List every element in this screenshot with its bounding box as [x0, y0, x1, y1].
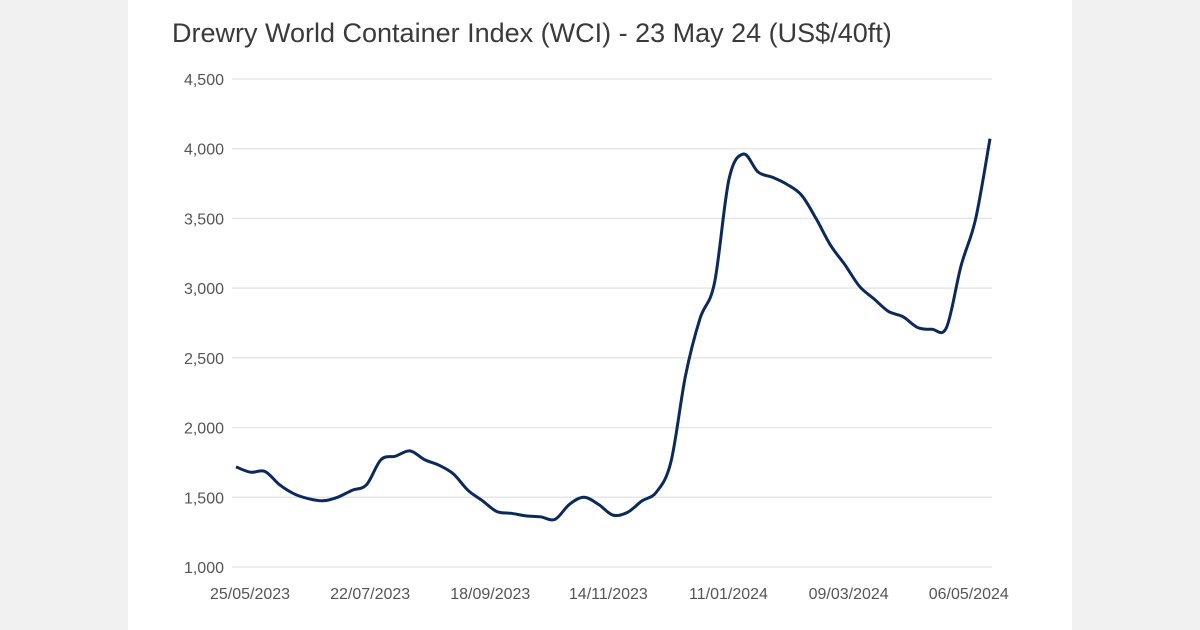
x-tick-label: 22/07/2023 [330, 586, 410, 603]
y-tick-label: 4,000 [184, 142, 224, 159]
y-tick-label: 3,500 [184, 211, 224, 228]
x-axis-ticks: 25/05/2023 22/07/2023 18/09/2023 14/11/2023… [210, 586, 1009, 603]
wci-line [235, 138, 992, 522]
chart-title: Drewry World Container Index (WCI) - 23 … [172, 18, 892, 48]
y-tick-label: 4,500 [184, 72, 224, 89]
y-axis-ticks: 1,000 1,500 2,000 2,500 3,000 3,500 4,000 4,500 [184, 72, 224, 577]
x-tick-label: 11/01/2024 [689, 586, 768, 603]
x-tick-label: 18/09/2023 [450, 586, 530, 603]
y-tick-label: 2,500 [184, 351, 224, 368]
x-tick-label: 14/11/2023 [569, 586, 648, 603]
x-tick-label: 25/05/2023 [210, 586, 290, 603]
y-tick-label: 1,500 [184, 490, 224, 507]
y-tick-label: 1,000 [184, 560, 224, 577]
series [235, 138, 992, 522]
x-tick-label: 06/05/2024 [929, 586, 1009, 603]
gridlines [232, 78, 992, 568]
x-tick-label: 09/03/2024 [809, 586, 889, 603]
chart-panel [128, 0, 1072, 630]
y-tick-label: 3,000 [184, 281, 224, 298]
y-tick-label: 2,000 [184, 421, 224, 438]
